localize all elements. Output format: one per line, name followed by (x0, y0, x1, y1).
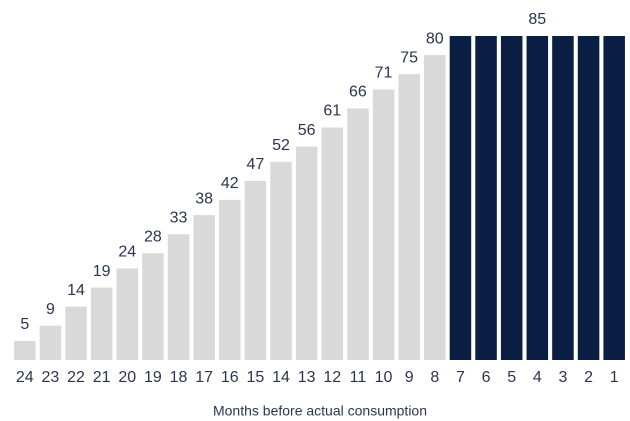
data-label: 5 (20, 316, 29, 333)
bar (321, 127, 344, 360)
x-tick-label: 11 (350, 369, 367, 386)
data-label: 75 (400, 49, 418, 66)
data-label: 71 (375, 65, 393, 82)
x-tick-label: 6 (482, 369, 491, 386)
data-label: 56 (298, 122, 316, 139)
x-tick-label: 8 (430, 369, 439, 386)
bar (116, 268, 139, 360)
x-tick-label: 5 (507, 369, 516, 386)
data-label: 47 (247, 156, 265, 173)
data-label: 85 (528, 11, 546, 28)
x-tick-label: 3 (558, 369, 567, 386)
bar (193, 215, 215, 360)
bar (424, 55, 446, 360)
x-tick-label: 24 (16, 369, 34, 386)
x-tick-label: 10 (375, 369, 393, 386)
bar (449, 36, 472, 360)
bar (270, 161, 292, 360)
x-tick-label: 20 (118, 369, 136, 386)
bar (347, 108, 369, 361)
data-label: 80 (426, 30, 444, 47)
data-label: 19 (93, 263, 111, 280)
x-tick-label: 2 (584, 369, 593, 386)
bar (244, 180, 267, 360)
bar (526, 36, 549, 360)
x-tick-label: 16 (221, 369, 239, 386)
x-tick-label: 18 (170, 369, 188, 386)
bar (475, 36, 497, 360)
bar (39, 325, 62, 360)
bar (398, 74, 420, 360)
x-tick-label: 13 (298, 369, 316, 386)
x-tick-label: 4 (533, 369, 542, 386)
bar (142, 253, 164, 360)
x-tick-label: 14 (272, 369, 290, 386)
data-label: 66 (349, 84, 367, 101)
bar (65, 306, 87, 360)
data-label: 33 (170, 209, 188, 226)
x-tick-label: 22 (67, 369, 85, 386)
data-label: 42 (221, 175, 239, 192)
x-tick-label: 21 (93, 369, 111, 386)
bar (603, 36, 625, 360)
data-label: 61 (323, 103, 341, 120)
x-tick-label: 23 (42, 369, 60, 386)
bar (295, 146, 318, 360)
x-tick-label: 15 (247, 369, 265, 386)
data-label: 38 (195, 190, 213, 207)
x-axis-label: Months before actual consumption (213, 403, 427, 419)
x-tick-label: 9 (405, 369, 414, 386)
x-tick-label: 17 (195, 369, 213, 386)
x-tick-label: 7 (456, 369, 465, 386)
bar (577, 36, 600, 360)
data-label: 28 (144, 228, 162, 245)
data-label: 14 (67, 282, 85, 299)
data-label: 24 (118, 244, 136, 261)
bar (372, 89, 395, 360)
bar (500, 36, 523, 360)
bar (90, 287, 113, 360)
bar (167, 234, 190, 360)
bar (14, 340, 36, 360)
data-label: 9 (46, 301, 55, 318)
x-tick-label: 1 (610, 369, 619, 386)
data-label: 52 (272, 137, 290, 154)
bar (552, 36, 574, 360)
x-tick-label: 19 (144, 369, 162, 386)
x-tick-label: 12 (323, 369, 341, 386)
bar (219, 199, 241, 360)
